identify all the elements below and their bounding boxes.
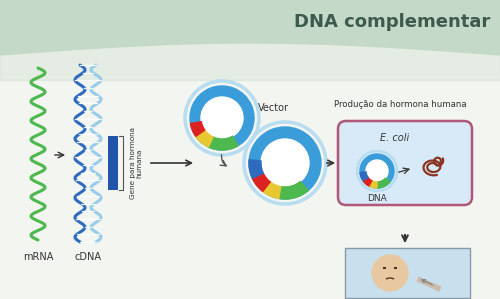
Polygon shape bbox=[0, 0, 500, 55]
Circle shape bbox=[201, 97, 243, 139]
Text: Gene para hormona
humana: Gene para hormona humana bbox=[130, 127, 142, 199]
FancyArrowPatch shape bbox=[422, 280, 432, 285]
Wedge shape bbox=[377, 178, 390, 188]
FancyBboxPatch shape bbox=[345, 248, 470, 298]
Bar bbox=[108, 136, 118, 190]
Wedge shape bbox=[190, 122, 205, 136]
Wedge shape bbox=[252, 173, 270, 191]
Text: DNA: DNA bbox=[367, 194, 387, 203]
Wedge shape bbox=[208, 136, 238, 150]
Text: mRNA: mRNA bbox=[23, 252, 53, 262]
Wedge shape bbox=[278, 181, 308, 199]
Wedge shape bbox=[363, 177, 372, 186]
Text: DNA complementar: DNA complementar bbox=[294, 13, 490, 31]
Wedge shape bbox=[196, 130, 213, 147]
Circle shape bbox=[261, 139, 309, 187]
FancyBboxPatch shape bbox=[338, 121, 472, 205]
Text: E. coli: E. coli bbox=[380, 133, 410, 143]
Wedge shape bbox=[360, 172, 368, 181]
Wedge shape bbox=[369, 181, 377, 188]
Text: Vector: Vector bbox=[258, 103, 289, 113]
Wedge shape bbox=[263, 182, 281, 199]
Wedge shape bbox=[249, 160, 263, 178]
Text: cDNA: cDNA bbox=[74, 252, 102, 262]
Circle shape bbox=[372, 255, 408, 291]
Polygon shape bbox=[0, 0, 500, 80]
Text: Produção da hormona humana: Produção da hormona humana bbox=[334, 100, 466, 109]
Circle shape bbox=[366, 160, 388, 182]
